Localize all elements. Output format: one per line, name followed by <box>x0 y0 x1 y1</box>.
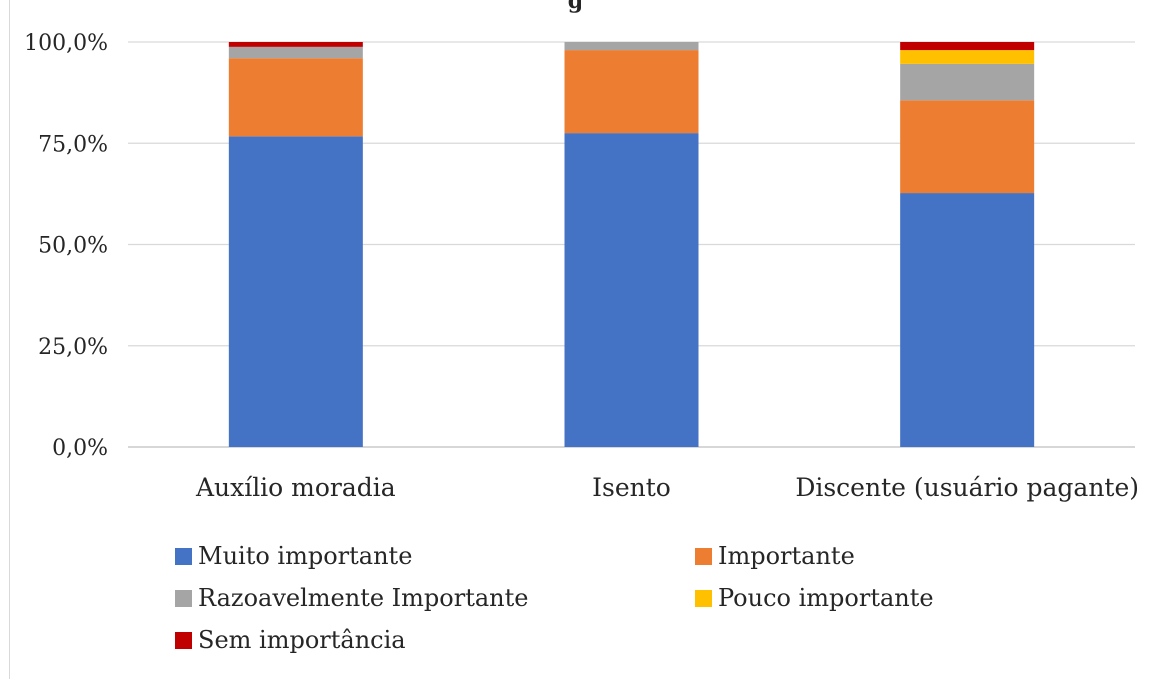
y-tick-label: 0,0% <box>52 436 108 461</box>
bar-segment <box>564 42 699 51</box>
x-tick-label: Auxílio moradia <box>195 473 396 502</box>
y-tick-label: 75,0% <box>38 132 108 157</box>
legend-swatch <box>175 589 192 607</box>
x-tick-label: Isento <box>592 473 671 502</box>
bar-segment <box>900 42 1035 51</box>
legend-label: Muito importante <box>198 542 413 570</box>
legend-label: Pouco importante <box>718 584 934 612</box>
legend-label: Importante <box>718 542 855 570</box>
x-tick-label: Discente (usuário pagante) <box>795 473 1139 502</box>
y-tick-label: 50,0% <box>38 234 108 259</box>
legend-swatch <box>175 631 192 649</box>
bar-segment <box>228 46 363 59</box>
bar-segment <box>228 58 363 137</box>
bar-segment <box>564 50 699 134</box>
legend-swatch <box>695 547 712 565</box>
stacked-bar-chart: 0,0% 25,0% 50,0% 75,0% 100,0% Auxílio moradia… <box>24 31 1139 502</box>
y-tick-label: 25,0% <box>38 335 108 360</box>
legend-item: Sem importância <box>175 626 406 654</box>
legend-label: Razoavelmente Importante <box>198 584 529 612</box>
legend-item: Muito importante <box>175 542 412 570</box>
chart-title-fragment: g <box>567 0 584 14</box>
legend-label: Sem importância <box>198 626 406 654</box>
legend-item: Importante <box>695 542 855 570</box>
bar-segment <box>900 63 1035 101</box>
y-tick-label: 100,0% <box>24 31 108 56</box>
bar-segment <box>900 100 1035 194</box>
bar-segment <box>564 133 699 447</box>
legend-swatch <box>175 547 192 565</box>
bar-segment <box>900 50 1035 64</box>
bar-segment <box>228 42 363 47</box>
legend-item: Pouco importante <box>695 584 934 612</box>
bar-segment <box>900 193 1035 447</box>
legend-item: Razoavelmente Importante <box>175 584 528 612</box>
chart-frame <box>9 0 1151 679</box>
bar-segment <box>228 136 363 448</box>
legend-swatch <box>695 589 712 607</box>
